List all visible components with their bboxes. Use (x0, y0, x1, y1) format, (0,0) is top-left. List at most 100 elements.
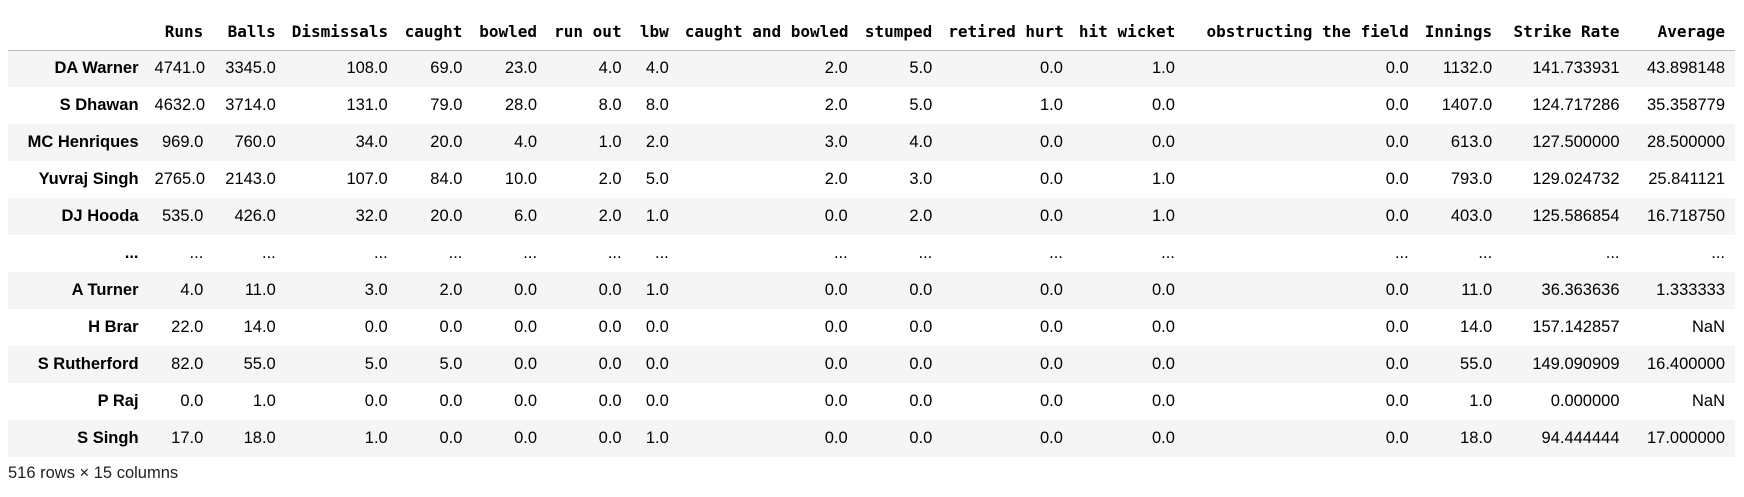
table-cell: 82.0 (171, 355, 204, 373)
table-cell: 55.0 (243, 355, 276, 373)
row-index-label: A Turner (71, 281, 139, 299)
table-cell: 14.0 (243, 318, 276, 336)
table-cell: 0.0 (514, 281, 538, 299)
row-index-label: MC Henriques (27, 133, 139, 151)
table-cell: 1132.0 (1442, 59, 1493, 78)
table-cell: 17.0 (171, 429, 204, 447)
table-cell: 1.0 (364, 429, 388, 447)
header-row: Runs Balls Dismissals caught bowled run out lb… (8, 14, 1735, 51)
row-index-label: S Rutherford (37, 355, 139, 373)
table-cell: 3.0 (364, 281, 388, 299)
table-cell: 0.0 (1039, 429, 1063, 447)
table-cell: 0.0 (1039, 355, 1063, 373)
row-index-label: DJ Hooda (61, 207, 139, 225)
table-row: DA Warner 4741.0 3345.0 108.0 69.0 23.0 4.0 4.0… (8, 50, 1735, 87)
table-cell: 84.0 (430, 170, 463, 188)
table-row: S Singh 17.0 18.0 1.0 0.0 0.0 0.0 1.0 0.0 0.0 0.0 0… (8, 420, 1735, 457)
table-cell: 131.0 (346, 96, 388, 114)
table-cell: 107.0 (346, 170, 388, 188)
column-header: Average (1629, 14, 1735, 51)
table-cell: 34.0 (355, 133, 388, 151)
table-cell: ... (1394, 244, 1409, 262)
table-cell: 4.0 (598, 59, 622, 78)
table-cell: 0.0 (514, 429, 538, 447)
column-header: Strike Rate (1502, 14, 1630, 51)
table-cell: 0.0 (514, 392, 538, 410)
table-cell: 0.0 (1151, 355, 1175, 373)
dataframe-output: Runs Balls Dismissals caught bowled run out lb… (8, 14, 1735, 457)
table-cell: ... (607, 244, 622, 262)
table-cell: 5.0 (909, 96, 933, 114)
table-cell: 0.0 (1385, 355, 1409, 373)
table-cell: 0.0 (1151, 133, 1175, 151)
table-cell: 2.0 (645, 133, 669, 151)
table-row: ........................................… (8, 235, 1735, 272)
table-cell: 0.0 (1151, 96, 1175, 114)
table-cell: 35.358779 (1647, 96, 1725, 114)
table-cell: ... (833, 244, 848, 262)
column-header: bowled (472, 14, 548, 51)
table-cell: 0.0 (824, 355, 848, 373)
table-cell: 32.0 (355, 207, 388, 225)
index-header (8, 14, 149, 51)
row-index-label: DA Warner (54, 59, 139, 78)
table-cell: 0.0 (909, 318, 933, 336)
table-cell: 426.0 (234, 207, 276, 225)
table-cell: 4.0 (514, 133, 538, 151)
table-cell: 17.000000 (1647, 429, 1725, 447)
table-cell: 5.0 (909, 59, 933, 78)
table-cell: 0.0 (909, 392, 933, 410)
column-header: hit wicket (1072, 14, 1185, 51)
row-index-label: H Brar (88, 318, 139, 336)
table-cell: 10.0 (504, 170, 538, 188)
table-cell: 969.0 (162, 133, 204, 151)
table-cell: 2.0 (439, 281, 463, 299)
table-cell: 2.0 (824, 96, 848, 114)
row-index-label: ... (124, 244, 139, 262)
table-cell: 16.400000 (1647, 355, 1725, 373)
column-header: Dismissals (285, 14, 398, 51)
table-cell: 0.0 (1385, 281, 1409, 299)
table-cell: 1.0 (1151, 170, 1175, 188)
table-cell: ... (1605, 244, 1620, 262)
table-cell: 1.333333 (1656, 281, 1725, 299)
table-cell: 0.0 (1039, 281, 1063, 299)
table-cell: 5.0 (364, 355, 388, 373)
table-cell: 0.0 (439, 392, 463, 410)
table-cell: 0.0 (1151, 281, 1175, 299)
table-cell: 0.0 (824, 429, 848, 447)
table-row: Yuvraj Singh 2765.0 2143.0 107.0 84.0 10.0 2.0… (8, 161, 1735, 198)
table-cell: 0.0 (1151, 318, 1175, 336)
table-cell: 0.0 (1151, 392, 1175, 410)
table-cell: 0.0 (1385, 96, 1409, 114)
table-cell: 22.0 (171, 318, 204, 336)
table-cell: 2.0 (598, 170, 622, 188)
table-cell: 613.0 (1450, 133, 1493, 151)
table-cell: 0.0 (439, 429, 463, 447)
table-cell: 1.0 (1151, 59, 1175, 78)
table-cell: NaN (1691, 318, 1725, 336)
table-cell: 20.0 (430, 207, 463, 225)
table-cell: 0.0 (1151, 429, 1175, 447)
table-cell: 55.0 (1460, 355, 1493, 373)
table-cell: 14.0 (1460, 318, 1493, 336)
table-cell: 0.0 (909, 355, 933, 373)
table-cell: NaN (1691, 392, 1725, 410)
table-cell: 127.500000 (1532, 133, 1620, 151)
table-row: P Raj 0.0 1.0 0.0 0.0 0.0 0.0 0.0 0.0 0.0 0.0 0.0 0.… (8, 383, 1735, 420)
table-cell: 0.0 (1039, 170, 1063, 188)
table-cell: 1.0 (598, 133, 622, 151)
table-cell: 0.0 (824, 392, 848, 410)
table-cell: ... (448, 244, 463, 262)
table-cell: 1.0 (1151, 207, 1175, 225)
table-cell: 4.0 (180, 281, 204, 299)
table-cell: 793.0 (1450, 170, 1493, 188)
table-cell: 1407.0 (1441, 96, 1493, 114)
table-cell: 108.0 (346, 59, 388, 78)
table-cell: 2765.0 (154, 170, 205, 188)
table-cell: ... (1049, 244, 1063, 262)
column-header: Balls (213, 14, 286, 51)
table-cell: 0.0 (180, 392, 204, 410)
table-cell: 2143.0 (225, 170, 276, 188)
table-cell: 3345.0 (225, 59, 276, 78)
